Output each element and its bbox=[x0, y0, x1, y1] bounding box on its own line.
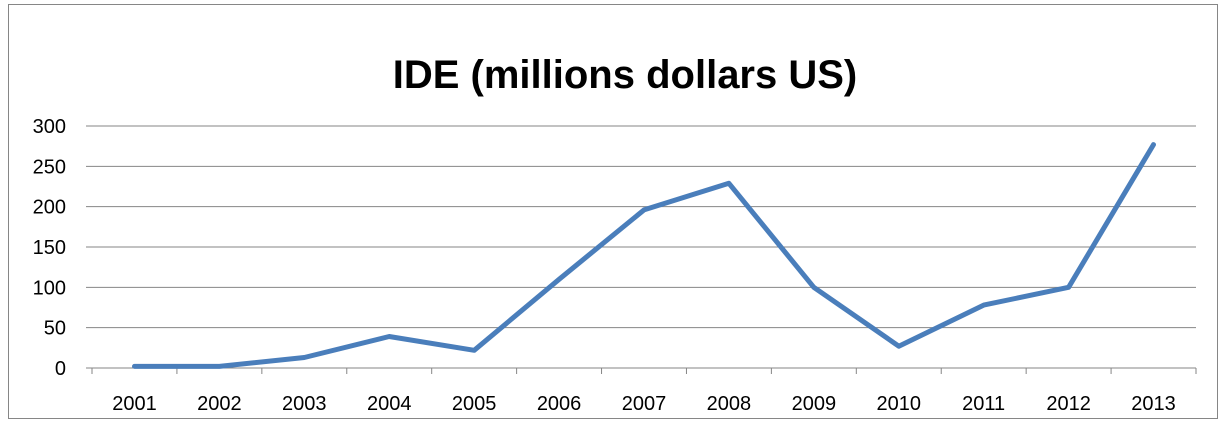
y-tick-label-250: 250 bbox=[33, 156, 66, 178]
x-tick-label-2007: 2007 bbox=[622, 393, 667, 415]
x-tick-label-2001: 2001 bbox=[112, 393, 157, 415]
x-tick-label-2010: 2010 bbox=[877, 393, 922, 415]
y-tick-label-50: 50 bbox=[44, 318, 66, 340]
x-tick-label-2005: 2005 bbox=[452, 393, 497, 415]
gridlines bbox=[86, 125, 1196, 329]
x-tick-label-2002: 2002 bbox=[197, 393, 242, 415]
x-tick-label-2004: 2004 bbox=[367, 393, 412, 415]
x-tick-label-2011: 2011 bbox=[962, 393, 1005, 415]
x-tick-label-2012: 2012 bbox=[1046, 393, 1091, 415]
y-tick-label-150: 150 bbox=[33, 237, 66, 259]
y-tick-label-0: 0 bbox=[55, 358, 66, 380]
y-axis-tick-labels: 0 50 100 150 200 250 300 bbox=[33, 116, 66, 380]
x-tick-label-2013: 2013 bbox=[1131, 393, 1176, 415]
x-tick-label-2008: 2008 bbox=[707, 393, 752, 415]
series-group bbox=[132, 142, 1156, 369]
y-tick-label-100: 100 bbox=[33, 277, 66, 299]
x-tick-label-2006: 2006 bbox=[537, 393, 582, 415]
y-tick-label-200: 200 bbox=[33, 197, 66, 219]
x-axis-tick-labels: 2001 2002 2003 2004 2005 2006 2007 2008 2009 2010… bbox=[112, 393, 1176, 415]
y-tick-label-300: 300 bbox=[33, 116, 66, 138]
x-tick-label-2009: 2009 bbox=[792, 393, 837, 415]
chart-container bbox=[8, 4, 1218, 419]
chart-title: IDE (millions dollars US) bbox=[393, 53, 858, 97]
x-tick-label-2003: 2003 bbox=[282, 393, 327, 415]
series-line-0 bbox=[132, 142, 1156, 369]
x-axis bbox=[86, 367, 1197, 374]
